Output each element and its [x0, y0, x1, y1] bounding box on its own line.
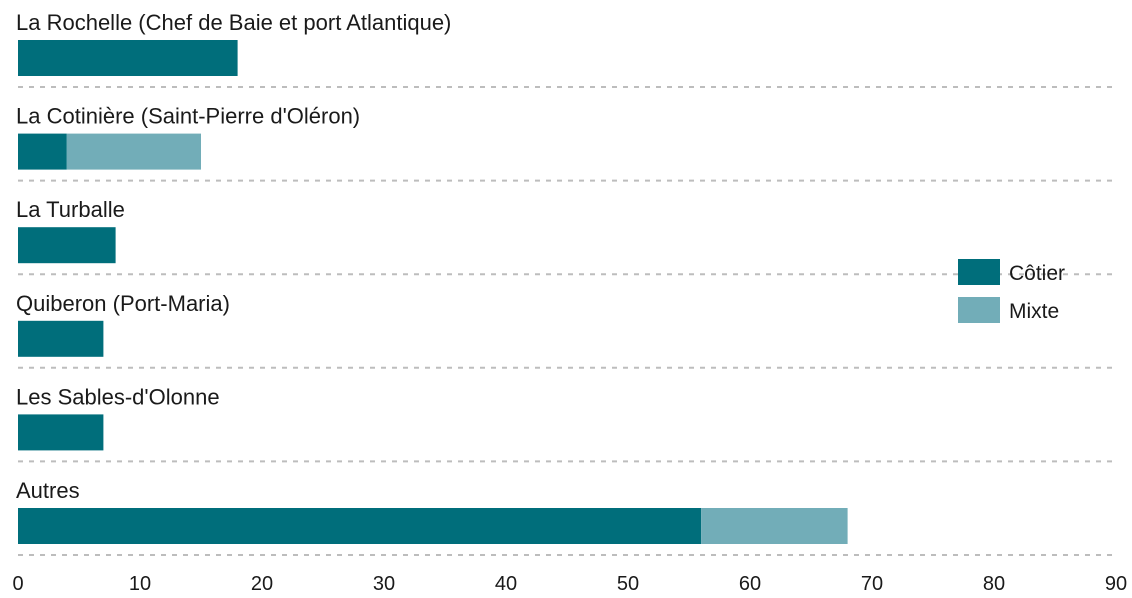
bar-cotier — [18, 508, 702, 544]
x-tick-label: 60 — [739, 573, 761, 595]
x-tick-label: 50 — [617, 573, 639, 595]
x-tick-label: 30 — [373, 573, 395, 595]
legend-label: Côtier — [1009, 262, 1065, 285]
legend-swatch — [958, 297, 1000, 323]
bar-cotier — [18, 133, 67, 170]
category-row: La Turballe — [16, 197, 1116, 276]
x-tick-label: 40 — [495, 573, 517, 595]
x-tick-label: 10 — [129, 573, 151, 595]
legend-item: Mixte — [958, 297, 1059, 323]
legend-item: Côtier — [958, 259, 1065, 285]
legend-swatch — [958, 259, 1000, 285]
bar-cotier — [18, 227, 116, 264]
category-label: La Cotinière (Saint-Pierre d'Oléron) — [16, 104, 360, 129]
legend-label: Mixte — [1009, 300, 1059, 323]
category-label: La Rochelle (Chef de Baie et port Atlant… — [16, 10, 451, 35]
category-label: Quiberon (Port-Maria) — [16, 291, 230, 316]
category-row: Les Sables-d'Olonne — [16, 384, 1116, 463]
category-label: Les Sables-d'Olonne — [16, 384, 220, 409]
category-row: La Cotinière (Saint-Pierre d'Oléron) — [16, 104, 1116, 182]
legend: Côtier Mixte — [958, 259, 1065, 323]
bar-mixte — [66, 133, 201, 170]
category-row: La Rochelle (Chef de Baie et port Atlant… — [16, 10, 1116, 88]
category-label: Autres — [16, 478, 80, 503]
x-tick-label: 80 — [983, 573, 1005, 595]
category-label: La Turballe — [16, 197, 125, 222]
x-tick-label: 20 — [251, 573, 273, 595]
bar-cotier — [18, 40, 238, 76]
category-row: Quiberon (Port-Maria) — [16, 291, 1116, 369]
chart-rows: La Rochelle (Chef de Baie et port Atlant… — [16, 10, 1116, 556]
x-tick-label: 70 — [861, 573, 883, 595]
category-row: Autres — [16, 478, 1116, 556]
x-axis: 0 10 20 30 40 50 60 70 80 90 — [12, 573, 1127, 595]
bar-cotier — [18, 320, 104, 357]
bar-cotier — [18, 414, 104, 451]
x-tick-label: 90 — [1105, 573, 1127, 595]
bar-mixte — [701, 508, 848, 544]
x-tick-label: 0 — [12, 573, 23, 595]
